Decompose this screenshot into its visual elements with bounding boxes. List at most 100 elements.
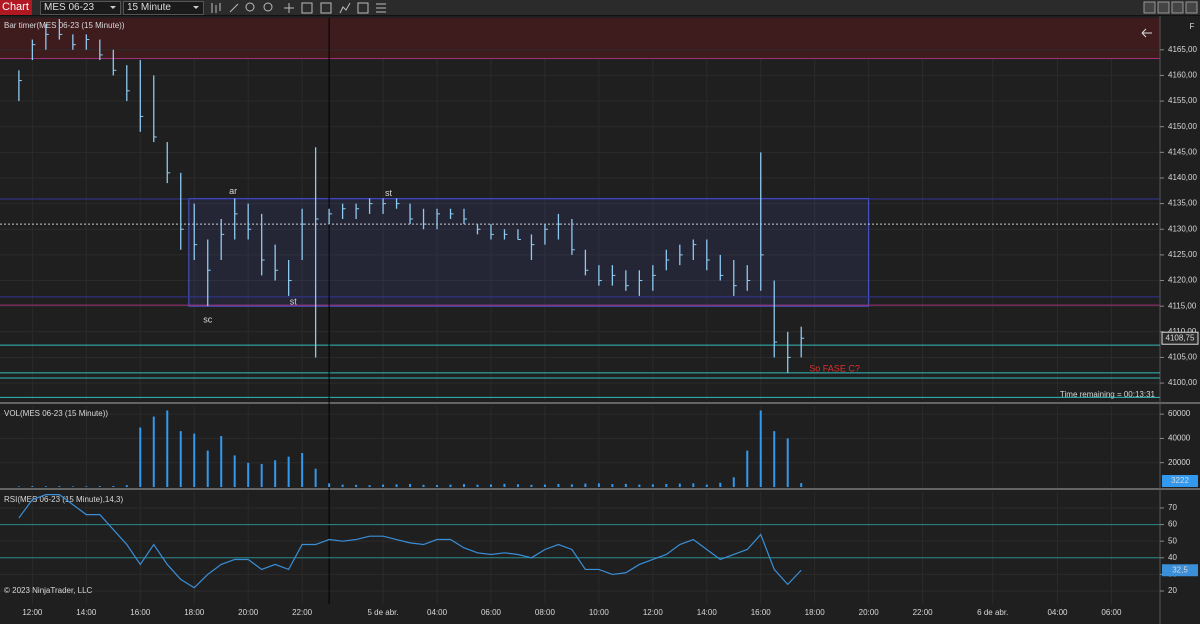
x-tick-label: 16:00: [130, 608, 151, 617]
draw-icon[interactable]: [229, 3, 239, 13]
volume-bar: [692, 483, 695, 487]
x-tick-label: 04:00: [1047, 608, 1068, 617]
volume-bar: [557, 483, 560, 487]
window-title: Chart: [0, 0, 32, 15]
volume-bar: [611, 484, 614, 487]
interval-select[interactable]: 15 Minute: [123, 1, 204, 15]
x-tick-label: 20:00: [238, 608, 259, 617]
y-tick-label: 4105,00: [1168, 353, 1197, 362]
y-tick-label: 20000: [1168, 458, 1191, 467]
volume-bar: [314, 468, 317, 487]
volume-bar: [31, 486, 34, 487]
volume-bar: [773, 431, 776, 487]
x-tick-label: 18:00: [184, 608, 205, 617]
y-tick-label: 60000: [1168, 409, 1191, 418]
menu-icon[interactable]: [376, 3, 386, 13]
last-volume-label: 3222: [1171, 476, 1189, 485]
x-tick-label: 22:00: [292, 608, 313, 617]
volume-bar: [193, 433, 196, 487]
volume-bar: [260, 463, 263, 487]
volume-bar: [719, 482, 722, 487]
y-tick-label: 50: [1168, 536, 1177, 545]
volume-bar: [489, 484, 492, 487]
volume-bar: [395, 484, 398, 487]
volume-bar: [597, 483, 600, 487]
zoom-in-icon[interactable]: [245, 2, 255, 12]
time-remaining: Time remaining = 00:13:31: [1060, 390, 1156, 399]
x-tick-label: 10:00: [589, 608, 610, 617]
y-tick-label: 4160,00: [1168, 71, 1197, 80]
volume-bar: [436, 485, 439, 487]
y-tick-label: 4110,00: [1168, 327, 1197, 336]
volume-bar: [503, 483, 506, 487]
volume-bar: [220, 435, 223, 487]
volume-bar: [705, 484, 708, 487]
volume-bar: [355, 484, 358, 487]
volume-bar: [139, 427, 142, 487]
window-buttons: [1143, 1, 1198, 14]
last-volume-tag: [1162, 475, 1198, 487]
restore-button[interactable]: [1157, 1, 1170, 14]
volume-bar: [98, 486, 101, 487]
volume-bar: [58, 486, 61, 487]
close-button[interactable]: [1185, 1, 1198, 14]
volume-bar: [759, 410, 762, 487]
volume-bar: [422, 484, 425, 487]
x-tick-label: 18:00: [805, 608, 826, 617]
zone: [0, 18, 1160, 59]
volume-bar: [112, 486, 115, 487]
last-price-label: 4108,75: [1166, 333, 1195, 342]
x-tick-label: 20:00: [859, 608, 880, 617]
y-tick-label: 4165,00: [1168, 45, 1197, 54]
y-tick-label: 40000: [1168, 434, 1191, 443]
volume-bar: [678, 483, 681, 487]
y-tick-label: 4125,00: [1168, 250, 1197, 259]
y-tick-label: 4150,00: [1168, 122, 1197, 131]
volume-bar: [44, 486, 47, 487]
y-tick-label: 4135,00: [1168, 199, 1197, 208]
volume-bar: [476, 484, 479, 487]
volume-bar: [125, 485, 128, 487]
volume-bar: [543, 484, 546, 487]
y-tick-label: 4100,00: [1168, 378, 1197, 387]
crosshair-icon[interactable]: [284, 3, 294, 13]
volume-bar: [786, 438, 789, 487]
zoom-out-icon[interactable]: [263, 2, 273, 12]
back-arrow[interactable]: [1141, 28, 1152, 38]
volume-bar: [449, 484, 452, 487]
bars-icon[interactable]: [211, 3, 221, 13]
strategy-icon[interactable]: [339, 2, 351, 14]
volume-bar: [85, 486, 88, 487]
properties-icon[interactable]: [320, 2, 332, 14]
volume-bar: [274, 460, 277, 487]
volume-bar: [382, 484, 385, 487]
minimize-button[interactable]: [1143, 1, 1156, 14]
instrument-select[interactable]: MES 06-23: [40, 1, 121, 15]
pane-button[interactable]: F: [1190, 22, 1195, 31]
snapshot-icon[interactable]: [357, 2, 369, 14]
panel-title: RSI(MES 06-23 (15 Minute),14,3): [4, 495, 123, 504]
volume-bar: [287, 456, 290, 487]
volume-bar: [301, 452, 304, 487]
template-icon[interactable]: [301, 2, 313, 14]
volume-bar: [463, 484, 465, 487]
y-tick-label: 4120,00: [1168, 276, 1197, 285]
volume-bar: [247, 462, 250, 487]
panel-title: Bar timer(MES 06-23 (15 Minute)): [4, 21, 125, 30]
x-tick-label: 5 de abr.: [367, 608, 398, 617]
volume-bar: [746, 450, 749, 487]
last-rsi-label: 32,5: [1172, 565, 1188, 574]
x-tick-label: 14:00: [76, 608, 97, 617]
volume-bar: [624, 483, 627, 487]
maximize-button[interactable]: [1171, 1, 1184, 14]
y-tick-label: 4115,00: [1168, 301, 1197, 310]
volume-bar: [233, 455, 236, 487]
x-tick-label: 14:00: [697, 608, 718, 617]
x-tick-label: 06:00: [481, 608, 502, 617]
volume-bar: [341, 484, 344, 487]
x-tick-label: 6 de abr.: [977, 608, 1008, 617]
volume-bar: [368, 485, 371, 487]
panel-title: VOL(MES 06-23 (15 Minute)): [4, 409, 108, 418]
